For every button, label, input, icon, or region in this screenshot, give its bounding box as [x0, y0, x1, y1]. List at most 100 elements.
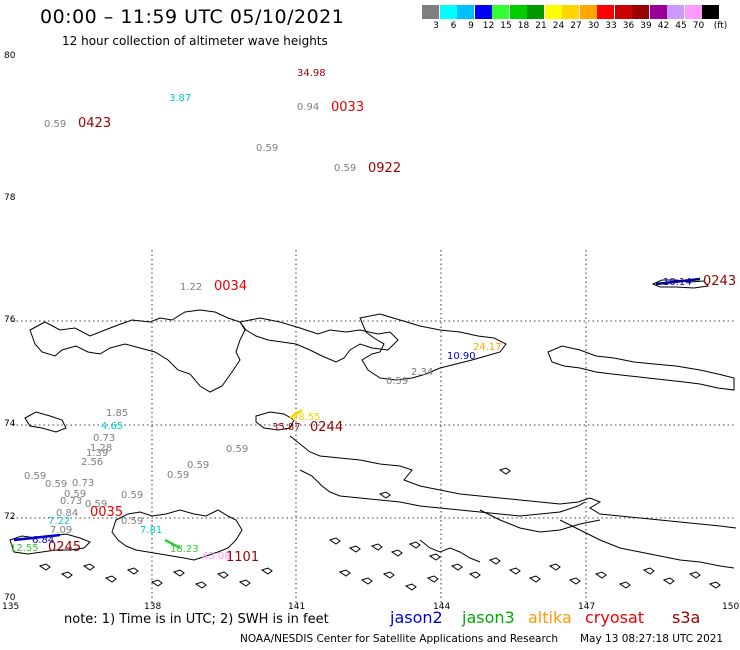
wave-height-label: 43.08 [202, 551, 231, 562]
wave-height-label: 1.85 [106, 408, 128, 419]
lon-label: 138 [144, 602, 161, 612]
wave-height-label: 1.28 [90, 443, 112, 454]
cryosat-track-0035 [13, 533, 61, 542]
pass-time-label: 0034 [214, 279, 247, 294]
scale-tick-label: 9 [468, 21, 474, 31]
wave-height-label: 0.59 [85, 499, 107, 510]
scale-tick-label: 42 [657, 21, 670, 31]
wave-height-label: 18.23 [170, 544, 199, 555]
lat-label: 80 [4, 51, 16, 61]
wave-height-label: 10.90 [447, 351, 476, 362]
wave-height-label: 2.56 [81, 457, 103, 468]
scale-swatch [422, 5, 439, 19]
wave-height-label: 0.59 [187, 460, 209, 471]
coast-segment-3 [559, 519, 735, 569]
wave-height-label: 35.87 [272, 422, 301, 433]
scale-tick-label: 70 [692, 21, 705, 31]
scale-swatch [702, 5, 719, 19]
legend-jason2: jason2 [390, 608, 443, 627]
scale-tick-label: 15 [500, 21, 512, 31]
wave-height-label: 7.81 [140, 525, 162, 536]
scale-tick-label: 30 [587, 21, 600, 31]
wave-height-label: 0.59 [45, 479, 67, 490]
scale-tick-label: 36 [622, 21, 635, 31]
wave-height-label: 0.73 [60, 496, 82, 507]
s3a-track-0243 [655, 277, 701, 286]
legend-s3a: s3a [672, 608, 701, 627]
wave-height-label: 1.22 [180, 282, 202, 293]
lon-label: 141 [288, 602, 305, 612]
scale-swatch [527, 5, 544, 19]
lon-label: 144 [433, 602, 450, 612]
credit-line: NOAA/NESDIS Center for Satellite Applica… [240, 633, 558, 645]
wave-height-label: 0.59 [64, 489, 86, 500]
wave-height-label: 2.34 [411, 367, 433, 378]
legend-cryosat: cryosat [585, 608, 645, 627]
wave-height-label: 0.94 [297, 102, 319, 113]
scale-tick-label: 33 [605, 21, 617, 31]
scale-tick-label: 45 [675, 21, 687, 31]
scale-tick-label: 3 [433, 21, 439, 31]
wave-height-label: 28.55 [292, 412, 321, 423]
scale-tick-label: 18 [517, 21, 530, 31]
lat-label: 72 [4, 512, 15, 522]
scale-swatch [439, 5, 457, 19]
scale-swatch [667, 5, 684, 19]
lon-label: 150 [722, 602, 739, 612]
small-island-74a [24, 411, 67, 433]
wave-height-label: 0.59 [121, 516, 143, 527]
wave-height-label: 7.09 [50, 525, 72, 536]
scale-swatch [614, 5, 632, 19]
wave-height-label: 0.59 [44, 119, 66, 130]
kotelny-island-coast [29, 309, 246, 393]
scale-swatch [492, 5, 509, 19]
wave-height-label: 0.73 [72, 478, 94, 489]
scale-unit: (ft) [713, 21, 728, 31]
scale-tick-label: 39 [640, 21, 652, 31]
map-title: 00:00 – 11:59 UTC 05/10/2021 [40, 6, 345, 28]
pass-time-label: 0922 [368, 161, 401, 176]
scale-swatch [457, 5, 474, 19]
altika-track-0244 [289, 408, 303, 420]
scale-swatch [579, 5, 597, 19]
pass-time-label: 0243 [703, 274, 736, 289]
legend-altika: altika [528, 608, 572, 627]
faddeyevsky-coast [239, 317, 399, 363]
wave-height-label: 34.98 [297, 68, 326, 79]
scale-swatch [562, 5, 579, 19]
pass-time-label: 0423 [78, 116, 111, 131]
scale-swatch [684, 5, 702, 19]
wave-height-label: 10.14 [663, 277, 692, 288]
scale-tick-label: 12 [482, 21, 495, 31]
satellite-tracks [13, 277, 701, 550]
coastlines [9, 279, 737, 569]
lat-label: 76 [4, 315, 16, 325]
scale-tick-label: 6 [450, 21, 457, 31]
bunge-land-coast [547, 345, 735, 391]
timestamp-line: May 13 08:27:18 UTC 2021 [580, 633, 724, 645]
pass-time-label: 1101 [226, 550, 259, 565]
pass-time-label: 0035 [90, 505, 123, 520]
wave-height-label: 4.65 [101, 421, 123, 432]
wave-height-label: 0.84 [56, 508, 78, 519]
coast-segment-4 [419, 539, 481, 563]
pass-time-label: 0244 [310, 420, 343, 435]
lon-label: 135 [2, 602, 19, 612]
wave-height-label: 24.17 [473, 342, 502, 353]
pass-time-label: 0033 [331, 100, 364, 115]
lat-label: 78 [4, 193, 16, 203]
map-subtitle: 12 hour collection of altimeter wave hei… [62, 34, 328, 48]
coast-segment-1 [299, 469, 586, 517]
wave-height-label: 3.87 [169, 93, 191, 104]
lena-delta-coast [111, 509, 243, 561]
pass-time-label: 0245 [48, 540, 81, 555]
lat-label: 70 [4, 593, 16, 603]
coast-segment-2 [479, 509, 601, 533]
scale-swatch [597, 5, 614, 19]
wave-height-label: 0.73 [93, 433, 115, 444]
scale-swatch [544, 5, 562, 19]
scale-swatch [632, 5, 649, 19]
